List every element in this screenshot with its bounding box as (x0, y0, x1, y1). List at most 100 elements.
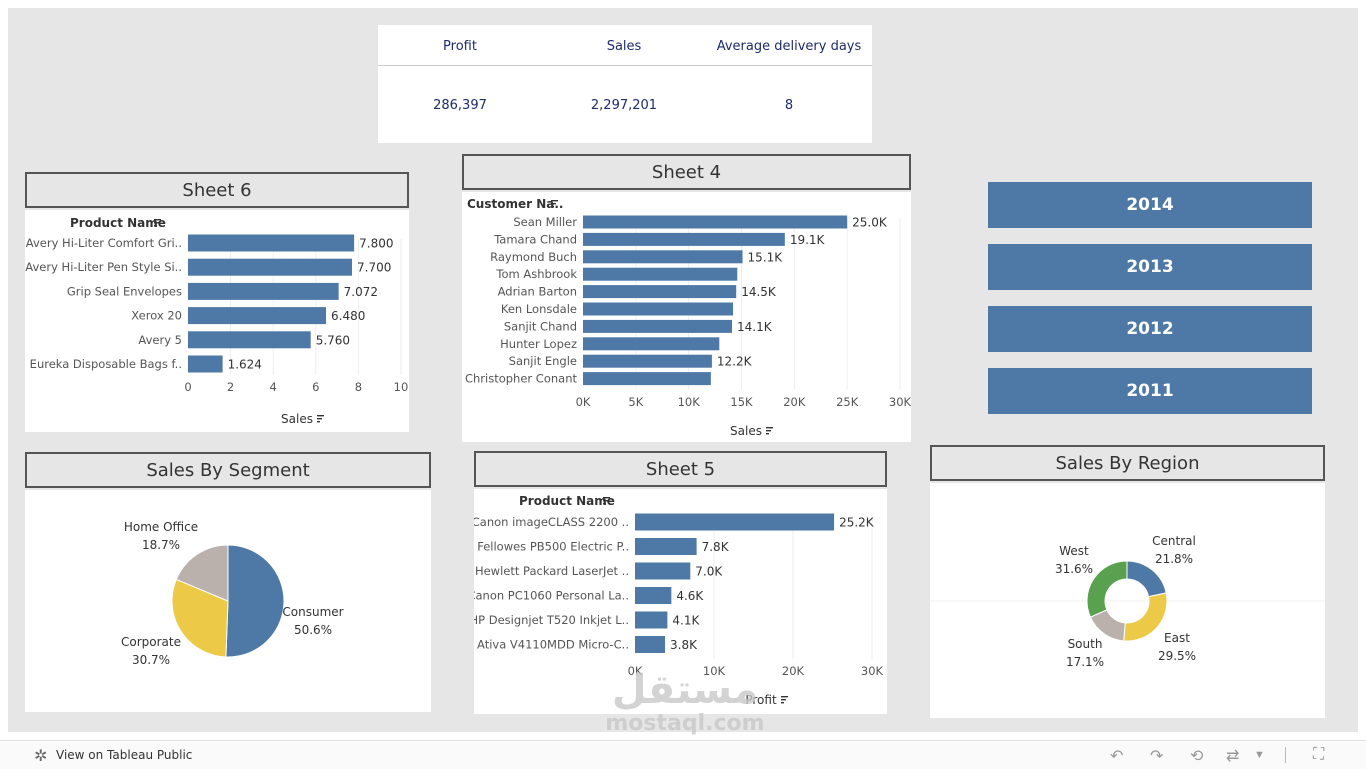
slice-value-label: 17.1% (1066, 655, 1104, 669)
bar (583, 354, 712, 368)
tick-label: 0 (184, 380, 191, 394)
category-label: HP Designjet T520 Inkjet L.. (474, 613, 629, 627)
sort-icon (154, 219, 161, 227)
category-label: Fellowes PB500 Electric P.. (477, 540, 629, 554)
footer-toolbar: ✲ View on Tableau Public ↶ ↷ ⟲ ⇄ ▼ ⛶ (0, 740, 1366, 769)
undo-icon[interactable]: ↶ (1110, 748, 1124, 765)
tick-label: 30K (861, 664, 884, 678)
tick-label: 20K (783, 395, 806, 409)
tick-label: 4 (270, 380, 277, 394)
sort-icon-line (781, 702, 784, 704)
data-label: 14.1K (737, 320, 773, 334)
sort-icon-line (603, 497, 610, 499)
toolbar-divider (1285, 747, 1286, 763)
pie-slice (1123, 592, 1168, 642)
bar (583, 250, 743, 264)
tableau-logo-icon: ✲ (34, 748, 48, 765)
data-label: 7.072 (344, 285, 378, 299)
pie-slice (171, 578, 229, 658)
sort-icon-line (781, 696, 788, 698)
sort-icon-line (154, 222, 159, 224)
slice-name-label: Central (1152, 534, 1196, 548)
row-header: Product Name (519, 494, 615, 508)
slice-name-label: Corporate (121, 635, 181, 649)
category-label: Raymond Buch (490, 250, 577, 264)
data-label: 1.624 (228, 358, 262, 372)
year-button-2014[interactable]: 2014 (988, 182, 1312, 228)
tick-label: 30K (889, 395, 911, 409)
slice-name-label: West (1059, 544, 1089, 558)
year-button-2011[interactable]: 2011 (988, 368, 1312, 414)
sort-icon (781, 696, 788, 704)
slice-value-label: 21.8% (1155, 552, 1193, 566)
segment-chart: Consumer 50.6% Corporate 30.7% Home Office 18… (121, 520, 344, 667)
slice-name-label: South (1068, 637, 1103, 651)
chevron-down-icon[interactable]: ▼ (1254, 749, 1265, 761)
category-label: Eureka Disposable Bags f.. (30, 357, 182, 371)
bar (635, 611, 668, 629)
slice-name-label: Consumer (282, 605, 343, 619)
sort-icon-line (603, 503, 606, 505)
category-label: Sean Miller (513, 215, 577, 229)
category-label: Canon imageCLASS 2200 .. (474, 515, 629, 529)
data-label: 14.5K (741, 285, 777, 299)
sort-icon (317, 415, 324, 423)
sort-icon-line (781, 699, 786, 701)
category-label: Sanjit Engle (509, 354, 577, 368)
bar (583, 285, 737, 299)
data-label: 25.2K (839, 516, 875, 530)
bar (635, 587, 672, 604)
pie-slice (175, 544, 229, 602)
sheet5-chart: Product Name Canon imageCLASS 2200 .. 25.2… (467, 494, 884, 707)
slice-value-label: 50.6% (294, 623, 332, 637)
sort-icon-line (551, 206, 554, 208)
bar (635, 538, 697, 555)
data-label: 25.0K (852, 216, 888, 230)
view-on-tableau-link[interactable]: View on Tableau Public (56, 748, 193, 762)
kpi-value-sales: 2,297,201 (590, 98, 658, 113)
year-button-2013[interactable]: 2013 (988, 244, 1312, 290)
refresh-icon[interactable]: ⇄ (1226, 748, 1240, 765)
sheet6-title: Sheet 6 (25, 172, 409, 208)
tick-label: 20K (782, 664, 805, 678)
year-button-2012[interactable]: 2012 (988, 306, 1312, 352)
sort-icon-line (551, 200, 558, 202)
watermark: مستقل mostaql.com (600, 668, 770, 736)
kpi-value-delivery: 8 (784, 98, 794, 113)
bar (635, 562, 691, 580)
kpi-header-delivery: Average delivery days (716, 39, 862, 54)
revert-icon[interactable]: ⟲ (1190, 748, 1204, 765)
tick-label: 8 (355, 380, 362, 394)
sort-icon-line (317, 421, 320, 423)
region-chart: Central 21.8% East 29.5% South 17.1% West 31.6% (930, 534, 1325, 669)
data-label: 19.1K (790, 233, 826, 247)
tick-label: 10K (678, 395, 701, 409)
slice-value-label: 30.7% (132, 653, 170, 667)
bar (583, 267, 738, 281)
bar (583, 232, 785, 246)
category-label: Tom Ashbrook (495, 267, 577, 281)
sort-icon (551, 200, 558, 208)
bar (188, 355, 223, 373)
bar (635, 636, 666, 653)
sort-icon-line (317, 418, 322, 420)
x-axis-label: Profit (745, 693, 777, 707)
slice-name-label: East (1164, 631, 1190, 645)
tick-label: 2 (227, 380, 234, 394)
category-label: Avery Hi-Liter Pen Style Si.. (25, 260, 182, 274)
kpi-table: Profit Sales Average delivery days 286,3… (378, 25, 872, 143)
bar (188, 234, 355, 252)
sort-icon-line (766, 430, 771, 432)
fullscreen-icon[interactable]: ⛶ (1313, 746, 1325, 763)
redo-icon[interactable]: ↷ (1150, 748, 1164, 765)
bar (583, 319, 732, 333)
bar (188, 331, 311, 349)
pie-slice (1126, 560, 1167, 598)
watermark-arabic: مستقل (611, 667, 759, 713)
region-title: Sales By Region (930, 445, 1325, 481)
bar (188, 307, 327, 325)
category-label: Sanjit Chand (504, 319, 577, 333)
sheet6-panel: Product Name Avery Hi-Liter Comfort Gri..… (25, 210, 409, 432)
watermark-latin: mostaql.com (605, 711, 765, 736)
tick-label: 5K (628, 395, 643, 409)
